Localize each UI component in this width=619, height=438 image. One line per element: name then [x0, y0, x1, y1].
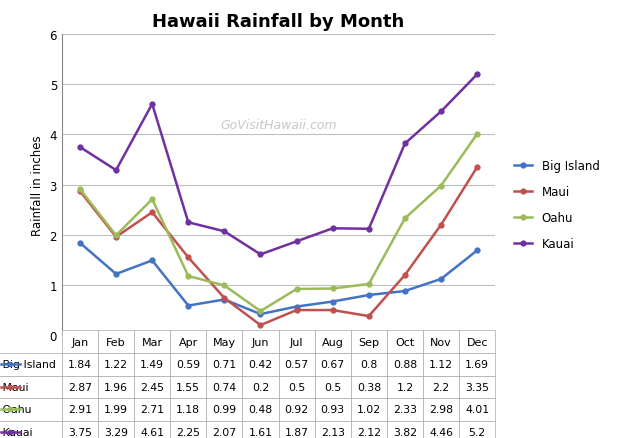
Big Island — [401, 289, 409, 294]
Oahu — [76, 187, 84, 192]
Big Island — [221, 297, 228, 303]
Big Island — [329, 299, 337, 304]
Text: GoVisitHawaii.com: GoVisitHawaii.com — [220, 119, 337, 132]
Big Island — [257, 312, 264, 317]
Big Island — [113, 272, 120, 277]
Oahu — [221, 283, 228, 289]
Kauai — [438, 110, 445, 115]
Big Island — [184, 303, 192, 308]
Maui — [293, 308, 300, 313]
Kauai — [149, 102, 156, 107]
Maui — [257, 323, 264, 328]
Big Island — [149, 258, 156, 263]
Maui — [474, 165, 481, 170]
Oahu — [257, 309, 264, 314]
Line: Big Island: Big Island — [77, 241, 480, 317]
Oahu — [149, 197, 156, 202]
Y-axis label: Rainfall in inches: Rainfall in inches — [31, 135, 44, 235]
Maui — [184, 255, 192, 261]
Line: Kauai: Kauai — [77, 73, 480, 257]
Kauai — [401, 141, 409, 147]
Oahu — [329, 286, 337, 291]
Kauai — [113, 168, 120, 173]
Maui — [365, 314, 373, 319]
Kauai — [474, 72, 481, 78]
Line: Oahu: Oahu — [77, 132, 480, 314]
Oahu — [184, 274, 192, 279]
Maui — [221, 296, 228, 301]
Oahu — [474, 132, 481, 137]
Oahu — [293, 287, 300, 292]
Big Island — [438, 277, 445, 282]
Maui — [438, 223, 445, 228]
Maui — [76, 189, 84, 194]
Kauai — [184, 220, 192, 226]
Big Island — [293, 304, 300, 310]
Big Island — [365, 293, 373, 298]
Big Island — [76, 240, 84, 246]
Kauai — [365, 226, 373, 232]
Title: Hawaii Rainfall by Month: Hawaii Rainfall by Month — [152, 13, 405, 31]
Big Island — [474, 248, 481, 254]
Oahu — [401, 216, 409, 221]
Oahu — [113, 233, 120, 238]
Legend: Big Island, Maui, Oahu, Kauai: Big Island, Maui, Oahu, Kauai — [510, 155, 604, 255]
Kauai — [221, 229, 228, 234]
Oahu — [438, 184, 445, 189]
Maui — [149, 210, 156, 215]
Oahu — [365, 282, 373, 287]
Kauai — [76, 145, 84, 150]
Maui — [329, 308, 337, 313]
Maui — [401, 273, 409, 278]
Kauai — [293, 239, 300, 244]
Maui — [113, 235, 120, 240]
Line: Maui: Maui — [77, 165, 480, 328]
Kauai — [329, 226, 337, 231]
Kauai — [257, 252, 264, 258]
